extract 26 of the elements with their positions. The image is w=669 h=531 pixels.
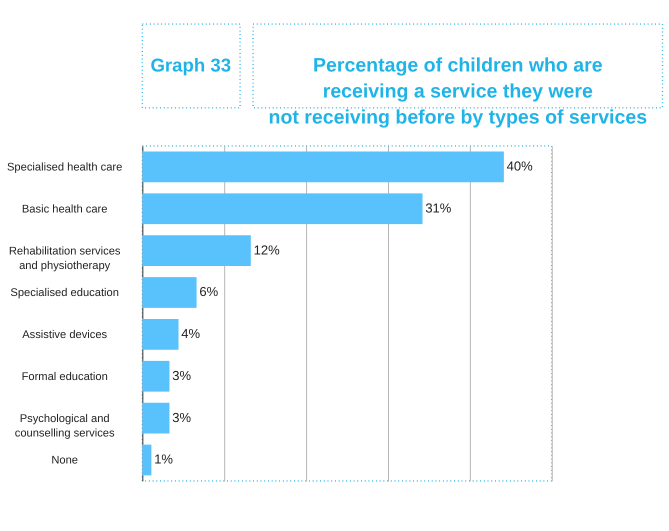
chart-title: Percentage of children who are receiving a service they were not receiving before by types of services	[268, 54, 648, 129]
bar	[142, 193, 423, 224]
bar	[142, 235, 251, 266]
y-tick-label: Rehabilitation services and physiotherapy	[8, 245, 121, 272]
bar	[142, 444, 152, 476]
y-tick-label: Basic health care	[22, 203, 108, 216]
data-label: 3%	[172, 368, 192, 383]
data-label: 1%	[154, 452, 174, 467]
y-tick-label: Specialised health care	[6, 162, 122, 174]
data-label: 12%	[254, 242, 280, 258]
data-label: 40%	[506, 158, 534, 174]
y-tick-label: Formal education	[22, 370, 108, 383]
y-tick-label: None	[51, 454, 78, 467]
bar	[142, 277, 197, 308]
caption: Graph 33	[150, 54, 232, 76]
bar	[142, 402, 170, 434]
data-label: 3%	[172, 410, 192, 425]
bar	[142, 319, 179, 350]
data-label: 31%	[425, 200, 452, 216]
y-tick-label: Psychological and counselling services	[14, 412, 115, 440]
bar	[142, 152, 504, 182]
y-tick-label: Assistive devices	[22, 329, 108, 342]
data-label: 4%	[181, 326, 201, 342]
data-label: 6%	[199, 284, 219, 300]
bar	[142, 360, 170, 392]
y-tick-label: Specialised education	[10, 287, 119, 300]
